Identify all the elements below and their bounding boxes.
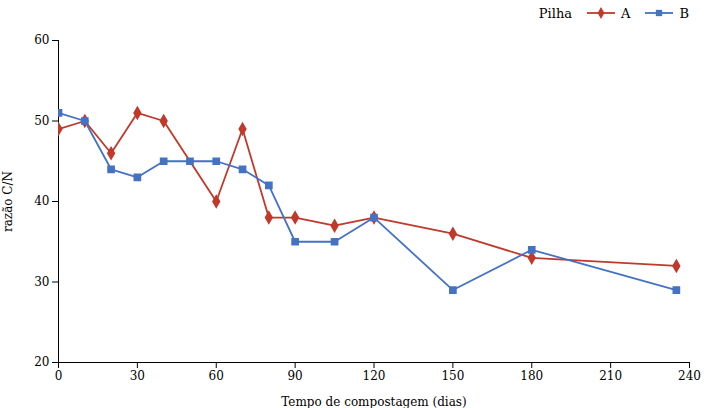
html-text:Pilha: Pilha: [538, 5, 572, 21]
html-text:B: B: [679, 5, 689, 21]
svg-text:razão C/N: razão C/N: [1, 171, 15, 232]
svg-text:90: 90: [287, 369, 302, 383]
svg-text:150: 150: [441, 369, 464, 383]
svg-text:30: 30: [130, 369, 145, 383]
svg-text:60: 60: [209, 369, 224, 383]
html-text:A: A: [621, 5, 631, 21]
svg-text:0: 0: [55, 369, 63, 383]
svg-text:50: 50: [34, 114, 49, 128]
svg-text:40: 40: [34, 194, 49, 208]
svg-text:240: 240: [678, 369, 701, 383]
svg-text:20: 20: [34, 355, 49, 369]
svg-text:120: 120: [363, 369, 386, 383]
svg-text:210: 210: [599, 369, 622, 383]
svg-text:30: 30: [34, 275, 49, 289]
svg-text:60: 60: [34, 33, 49, 47]
svg-text:180: 180: [520, 369, 543, 383]
svg-text:Tempo de compostagem (dias): Tempo de compostagem (dias): [281, 395, 466, 408]
